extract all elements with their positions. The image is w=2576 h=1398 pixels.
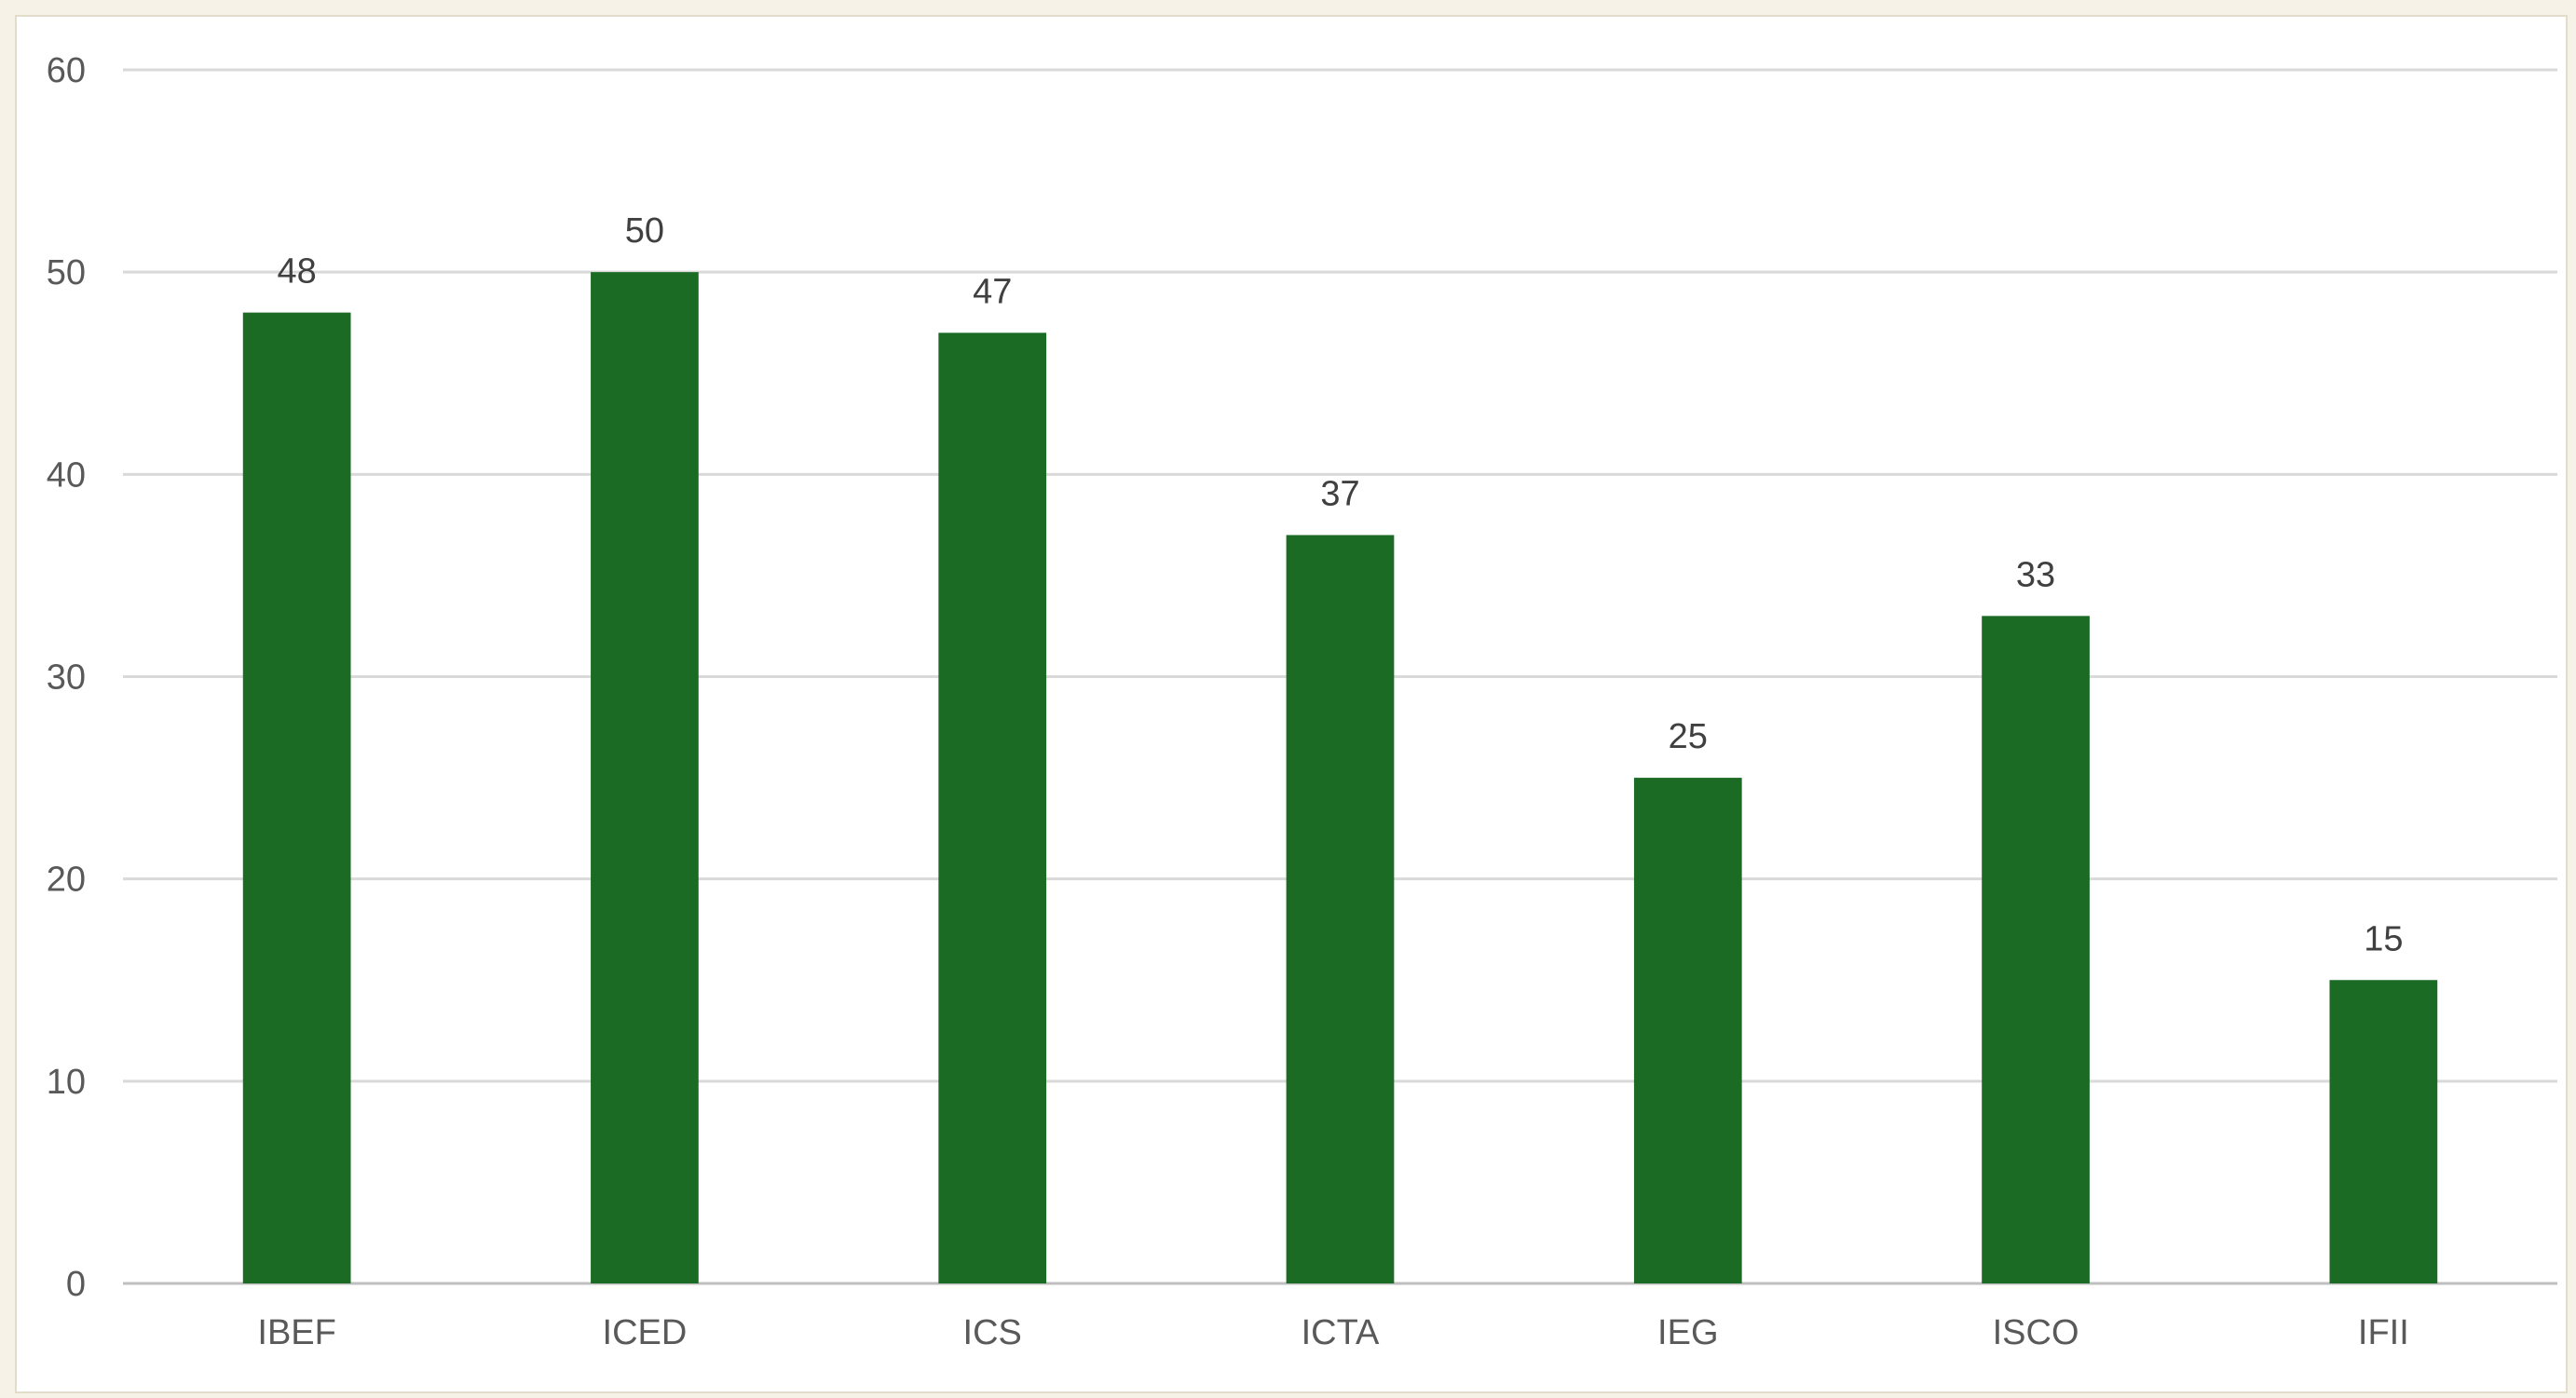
bar (1634, 778, 1742, 1283)
x-category-label: IBEF (257, 1313, 335, 1352)
x-category-label: ICS (963, 1313, 1022, 1352)
y-tick-label: 40 (47, 455, 86, 495)
data-label: 37 (1320, 474, 1359, 513)
x-axis-categories: IBEF ICED ICS ICTA IEG ISCO IFII (257, 1313, 2408, 1352)
data-label: 48 (278, 252, 317, 292)
bar (938, 333, 1046, 1283)
bar (2329, 980, 2437, 1283)
data-label: 15 (2364, 919, 2403, 958)
bar (243, 313, 351, 1283)
y-tick-label: 0 (66, 1265, 86, 1304)
bar (591, 272, 699, 1283)
y-tick-label: 10 (47, 1063, 86, 1102)
x-category-label: ICTA (1302, 1313, 1380, 1352)
x-category-label: ISCO (1993, 1313, 2079, 1352)
y-tick-label: 60 (47, 51, 86, 90)
bar (1287, 535, 1395, 1283)
data-label: 47 (973, 272, 1012, 311)
x-category-label: ICED (603, 1313, 688, 1352)
y-axis-ticks: 0 10 20 30 40 50 60 (47, 51, 86, 1304)
data-label: 25 (1669, 717, 1708, 756)
bar (1982, 616, 2090, 1283)
x-category-label: IFII (2358, 1313, 2409, 1352)
y-tick-label: 50 (47, 253, 86, 292)
bars (243, 272, 2437, 1283)
data-label: 50 (625, 211, 664, 251)
data-label: 33 (2016, 555, 2055, 594)
y-tick-label: 20 (47, 861, 86, 900)
x-category-label: IEG (1657, 1313, 1718, 1352)
y-tick-label: 30 (47, 658, 86, 698)
